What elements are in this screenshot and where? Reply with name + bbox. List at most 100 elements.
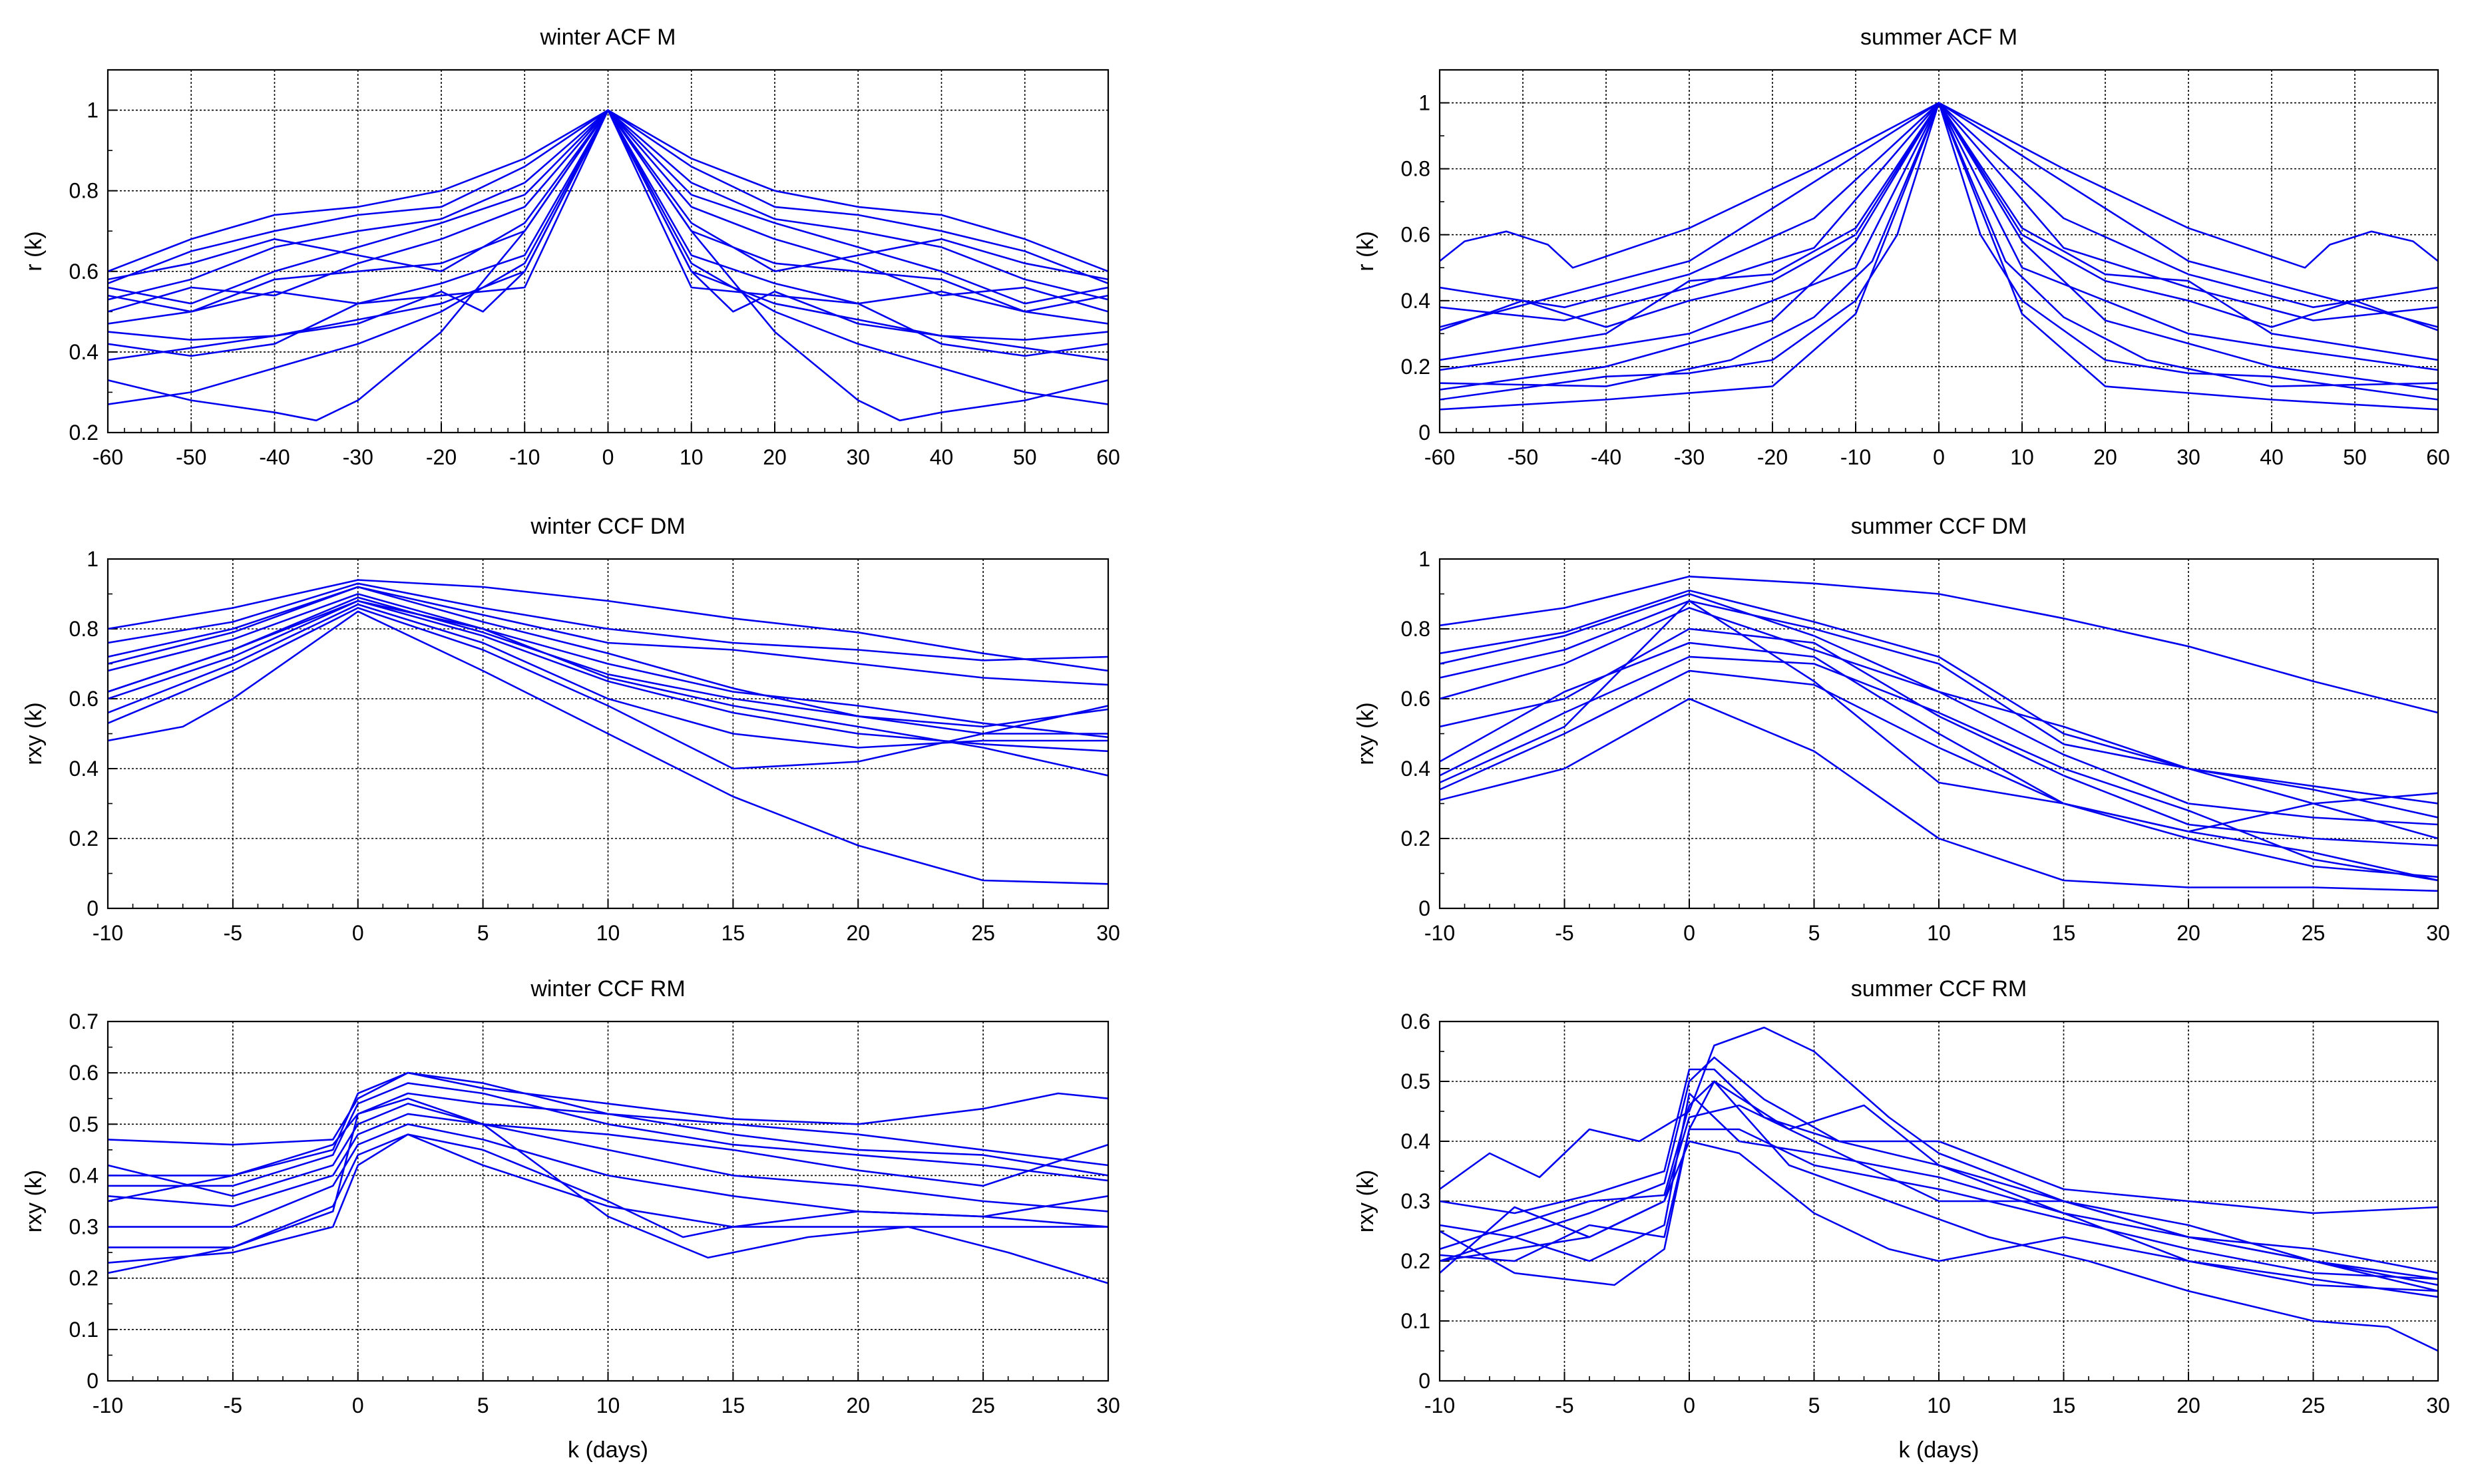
x-tick-label: -5 (1555, 1393, 1573, 1417)
series-line-3 (108, 586, 1108, 686)
x-tick-label: -10 (93, 1393, 123, 1417)
y-tick-label: 0.2 (69, 1266, 99, 1290)
x-tick-label: 25 (2302, 1393, 2326, 1417)
x-tick-label: 0 (1933, 445, 1945, 469)
y-tick-label: 1 (1418, 547, 1430, 571)
series-group (108, 1071, 1108, 1284)
series-line-8 (108, 1133, 1108, 1248)
plot-title: summer CCF DM (1851, 514, 2027, 539)
plot-frame (106, 558, 1110, 910)
series-line-11 (1440, 102, 2438, 387)
x-tick-label: -50 (176, 445, 206, 469)
x-tick-label: -20 (426, 445, 457, 469)
series-group (108, 109, 1108, 422)
series-line-10 (108, 1097, 1108, 1284)
y-tick-label: 0.6 (69, 687, 99, 711)
y-tick-label: 0.8 (69, 179, 99, 203)
x-tick-label: -60 (93, 445, 123, 469)
x-tick-label: 10 (1927, 921, 1951, 945)
plots-layer: -60 -50 -40 -30 -20 -10 0 10 20 30 40 50 600.20.40.6… (21, 25, 2450, 1463)
x-tick-label: 10 (680, 445, 704, 469)
x-tick-label: 20 (2176, 921, 2200, 945)
y-tick-label: 0.2 (1401, 1249, 1430, 1273)
y-tick-label: 0.4 (69, 757, 99, 781)
series-line-1 (108, 1071, 1108, 1146)
series-line-11 (108, 610, 1108, 885)
series-group (1440, 102, 2438, 411)
x-axis-label: k (days) (1899, 1437, 1979, 1463)
x-tick-label: -50 (1508, 445, 1538, 469)
y-tick-label: 0 (87, 1369, 99, 1393)
x-tick-label: 15 (721, 1393, 745, 1417)
y-tick-label: 1 (87, 98, 99, 122)
x-tick-label: 25 (2302, 921, 2326, 945)
x-tick-label: 15 (2052, 1393, 2076, 1417)
plot-title: summer CCF RM (1851, 976, 2027, 1002)
y-tick-label: 0.4 (1401, 757, 1430, 781)
y-tick-label: 0.4 (1401, 1129, 1430, 1153)
plot-frame (1438, 69, 2439, 434)
plot-title: winter CCF RM (530, 976, 685, 1002)
x-tick-label: 5 (477, 921, 489, 945)
x-tick-label: -30 (343, 445, 373, 469)
y-tick-label: 0.8 (1401, 157, 1430, 181)
series-line-5 (108, 593, 1108, 739)
x-tick-label: -60 (1424, 445, 1455, 469)
plot-5: -10 -5 0 5 10 15 20 25 30 0 0.1 0.2 0.3 0.4 0.5 0.6 0.7 w… (21, 976, 1120, 1463)
x-axis-label: k (days) (568, 1437, 648, 1463)
series-group (1440, 575, 2438, 892)
x-tick-label: -40 (1591, 445, 1621, 469)
series-group (108, 579, 1108, 885)
series-line-13 (108, 109, 1108, 405)
x-tick-label: 25 (971, 1393, 995, 1417)
series-group (1440, 1026, 2438, 1352)
series-line-4 (108, 586, 1108, 728)
x-tick-label: -20 (1757, 445, 1788, 469)
y-tick-label: 0.1 (69, 1318, 99, 1342)
y-axis-label: rxy (k) (1353, 702, 1378, 765)
y-tick-label: 0.4 (69, 340, 99, 364)
plot-frame (1438, 558, 2439, 910)
y-axis-label: r (k) (1353, 231, 1378, 271)
x-tick-label: 25 (971, 921, 995, 945)
series-line-2 (1440, 1056, 2438, 1238)
plot-3: -10 -5 0 5 10 15 20 25 30 0 0.2 0.4 0.6 0.8 1 winter CC… (21, 514, 1120, 945)
plot-frame (106, 1020, 1110, 1382)
series-line-9 (1440, 1080, 2438, 1352)
x-tick-label: 30 (2426, 921, 2450, 945)
y-tick-label: 0.8 (69, 617, 99, 641)
x-tick-label: -5 (1555, 921, 1573, 945)
y-axis-label: rxy (k) (21, 702, 47, 765)
x-tick-label: 15 (2052, 921, 2076, 945)
series-line-10 (108, 600, 1108, 777)
x-tick-label: 30 (1096, 1393, 1120, 1417)
x-tick-label: 30 (846, 445, 870, 469)
y-tick-label: 1 (1418, 91, 1430, 115)
series-line-5 (1440, 1104, 2438, 1292)
series-line-11 (1440, 600, 2438, 882)
series-line-7 (1440, 642, 2438, 833)
plot-frame (106, 69, 1110, 434)
x-tick-label: 20 (846, 921, 870, 945)
series-line-2 (108, 1071, 1108, 1177)
series-line-2 (1440, 589, 2438, 819)
x-tick-label: 20 (2176, 1393, 2200, 1417)
y-tick-label: 0.7 (69, 1010, 99, 1033)
x-tick-label: 30 (1096, 921, 1120, 945)
y-tick-label: 1 (87, 547, 99, 571)
x-tick-label: 0 (602, 445, 614, 469)
y-tick-label: 0.5 (1401, 1069, 1430, 1093)
y-tick-label: 0.2 (69, 827, 99, 850)
x-tick-label: 30 (2426, 1393, 2450, 1417)
x-tick-label: -10 (509, 445, 540, 469)
y-tick-label: 0.6 (69, 1061, 99, 1085)
x-tick-label: -30 (1674, 445, 1705, 469)
series-line-1 (108, 579, 1108, 672)
y-tick-label: 0.2 (69, 421, 99, 445)
x-tick-label: 40 (930, 445, 954, 469)
x-tick-label: 10 (596, 1393, 620, 1417)
y-tick-label: 0.6 (1401, 1010, 1430, 1033)
x-tick-label: -5 (224, 1393, 242, 1417)
series-line-3 (108, 1082, 1108, 1187)
